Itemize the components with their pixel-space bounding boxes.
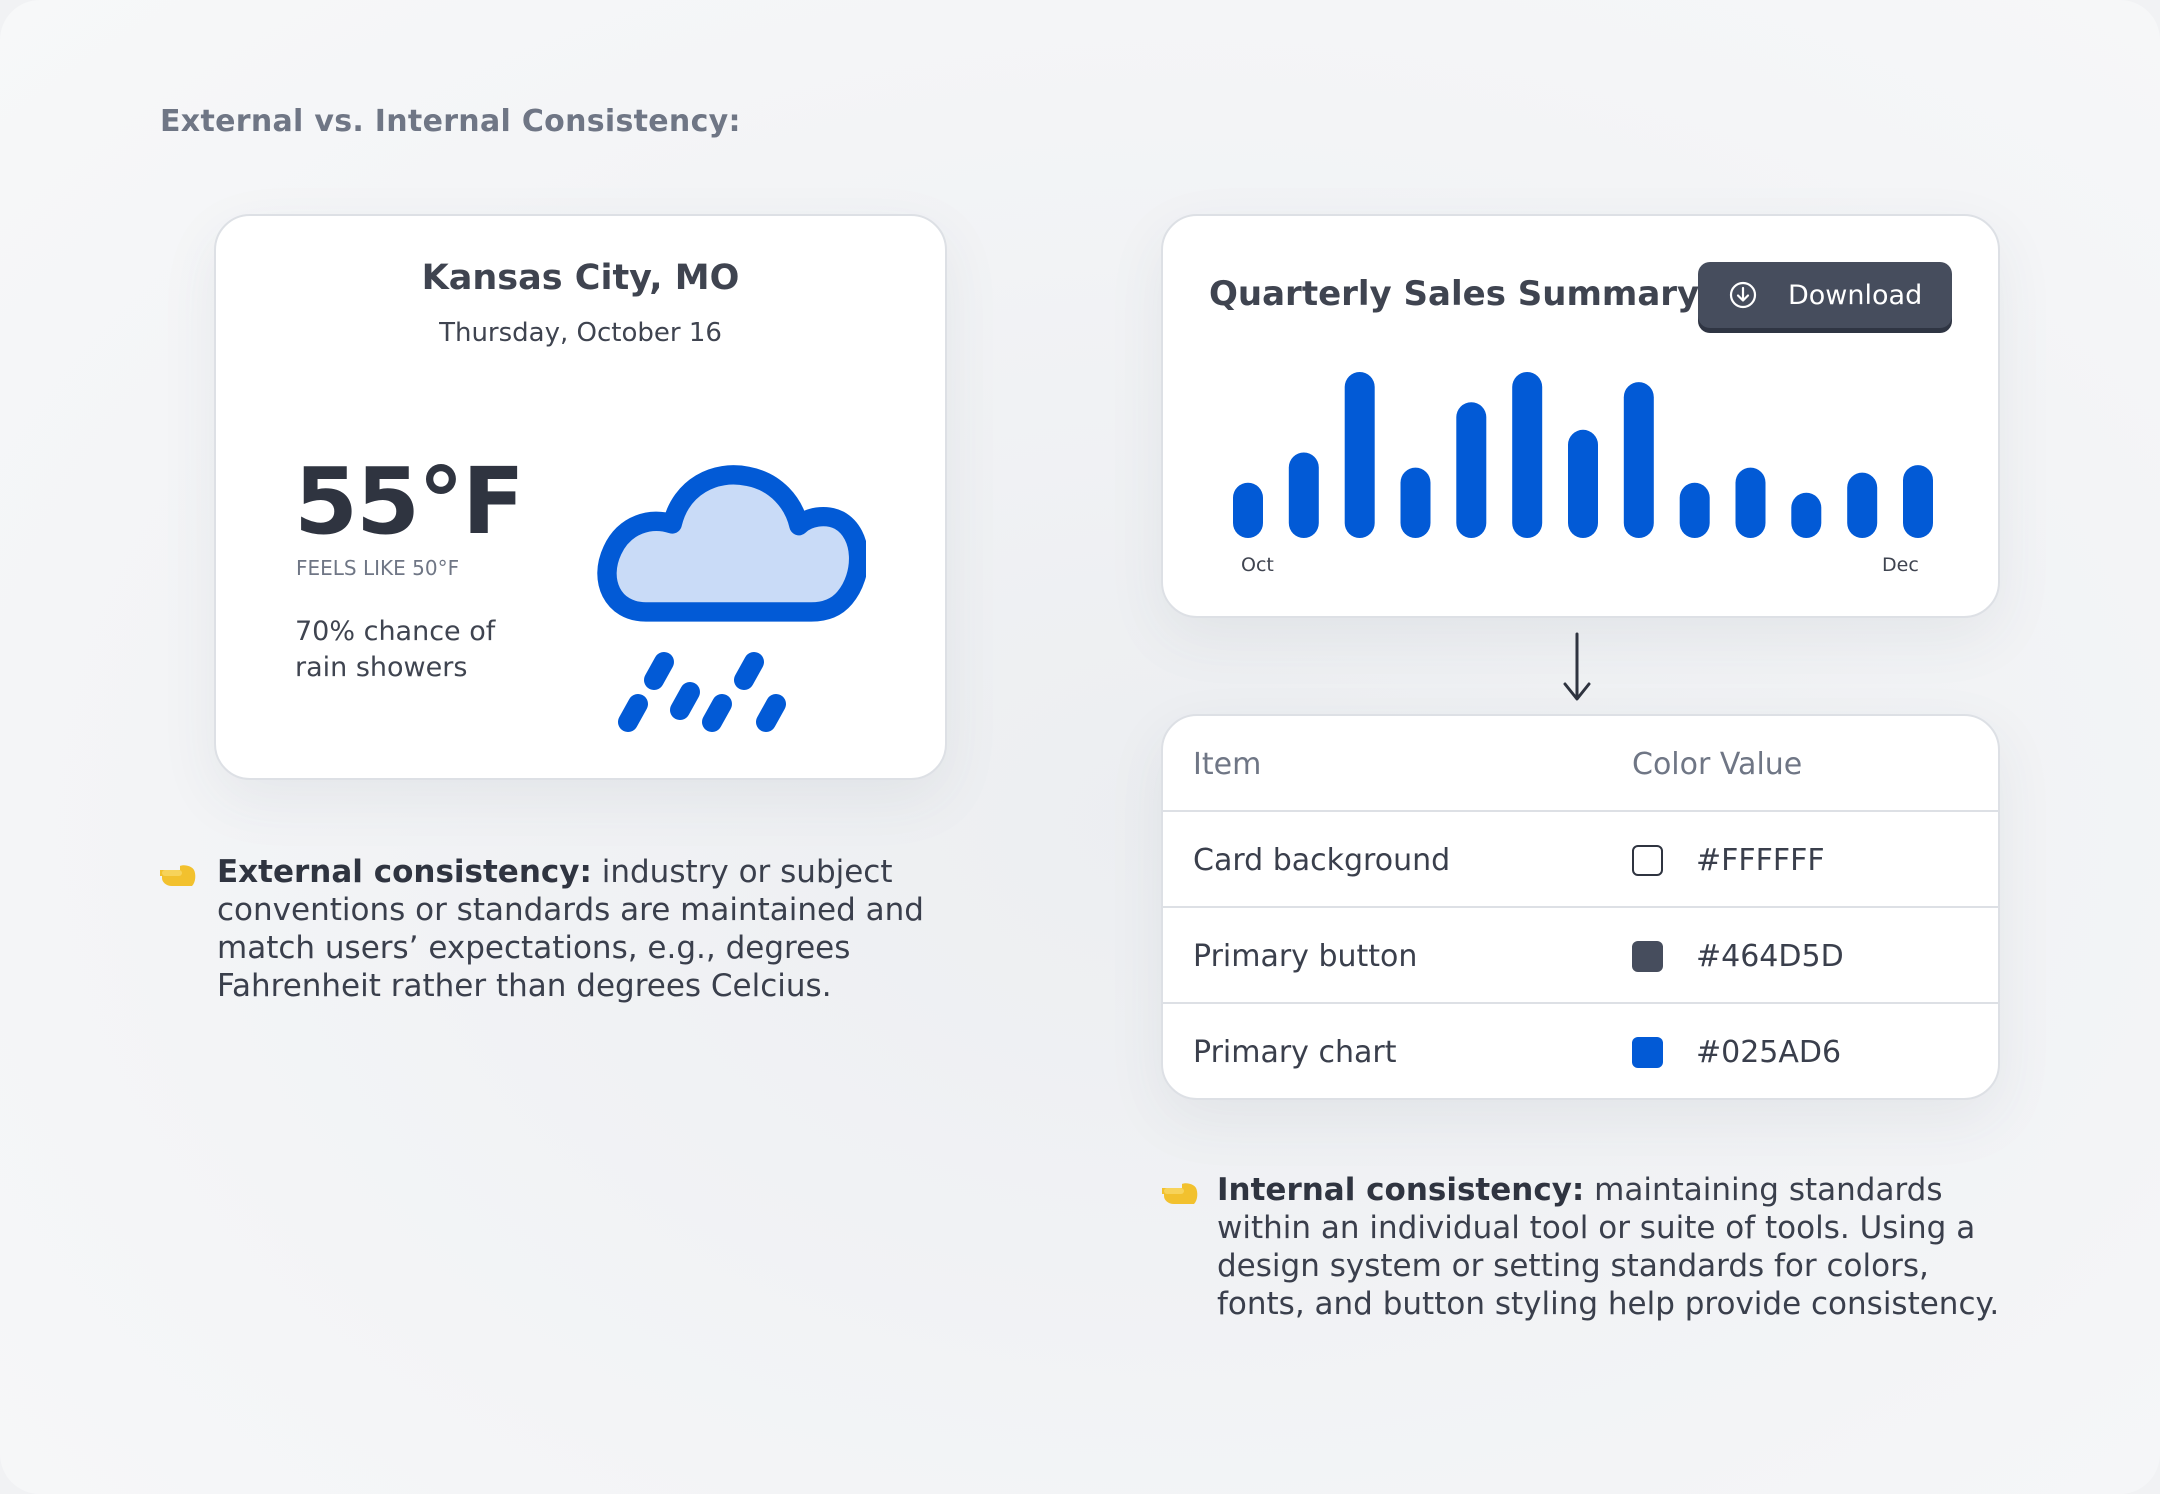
table-cell-color-value: #025AD6	[1696, 1034, 1842, 1070]
table-cell-swatch	[1632, 812, 1663, 908]
weather-date: Thursday, October 16	[439, 318, 722, 348]
color-table: Item Color Value Card background #FFFFFF…	[1161, 714, 2000, 1100]
chart-bar	[1400, 467, 1431, 538]
chart-bar	[1847, 472, 1878, 538]
table-cell-item: Card background	[1193, 842, 1451, 878]
table-header-color-value: Color Value	[1632, 746, 1803, 782]
download-circle-icon	[1729, 281, 1757, 309]
table-header-item: Item	[1193, 746, 1262, 782]
table-cell-item: Primary button	[1193, 938, 1418, 974]
page-heading: External vs. Internal Consistency:	[160, 104, 741, 139]
weather-rain-chance: 70% chance of rain showers	[295, 614, 535, 686]
chart-bar	[1233, 482, 1263, 538]
weather-rain-line-2: rain showers	[295, 652, 468, 683]
download-button[interactable]: Download	[1698, 262, 1952, 328]
table-cell-swatch	[1632, 1004, 1663, 1098]
table-header-row: Item Color Value	[1163, 716, 1998, 812]
table-cell-swatch	[1632, 908, 1663, 1004]
weather-feels-like: FEELS LIKE 50°F	[296, 556, 460, 580]
chart-bar	[1679, 482, 1710, 538]
download-label: Download	[1788, 279, 1923, 311]
weather-rain-line-1: 70% chance of	[295, 616, 496, 647]
internal-consistency-body: maintaining standards within an individu…	[1217, 1172, 2000, 1322]
color-swatch	[1632, 844, 1663, 876]
chart-bar	[1568, 429, 1598, 538]
rain-cloud-icon	[597, 465, 866, 732]
chart-bar	[1791, 492, 1822, 538]
external-consistency-body: industry or subject conventions or stand…	[217, 854, 924, 1004]
sales-title: Quarterly Sales Summary	[1209, 274, 1700, 314]
chart-bar	[1512, 372, 1543, 538]
chart-bar	[1903, 465, 1933, 538]
chart-bar	[1623, 382, 1654, 538]
sales-summary-card: Quarterly Sales Summary Download Oct Dec	[1161, 214, 2000, 618]
color-swatch	[1632, 1036, 1663, 1068]
table-cell-item: Primary chart	[1193, 1034, 1397, 1070]
chart-bar	[1735, 467, 1766, 538]
internal-consistency-note: Internal consistency: maintaining standa…	[1217, 1171, 2017, 1323]
table-row: Primary button #464D5D	[1163, 908, 1998, 1004]
pointing-hand-icon	[1162, 1183, 1198, 1204]
down-arrow-icon	[1563, 632, 1591, 701]
chart-bar	[1344, 372, 1375, 538]
chart-bar	[1456, 402, 1487, 538]
chart-start-tick: Oct	[1241, 554, 1274, 576]
internal-consistency-title: Internal consistency:	[1217, 1172, 1585, 1208]
table-row: Primary chart #025AD6	[1163, 1004, 1998, 1098]
sales-bar-chart	[1233, 372, 1933, 538]
weather-city: Kansas City, MO	[421, 258, 740, 298]
chart-end-tick: Dec	[1882, 554, 1919, 576]
table-cell-color-value: #FFFFFF	[1696, 842, 1825, 878]
external-consistency-title: External consistency:	[217, 854, 592, 890]
weather-card: Kansas City, MO Thursday, October 16 55°…	[214, 214, 947, 780]
pointing-hand-icon	[160, 865, 196, 886]
color-swatch	[1632, 940, 1663, 972]
chart-bar	[1288, 452, 1319, 538]
table-row: Card background #FFFFFF	[1163, 812, 1998, 908]
external-consistency-note: External consistency: industry or subjec…	[217, 853, 937, 1005]
weather-temperature: 55°F	[294, 448, 525, 555]
table-cell-color-value: #464D5D	[1696, 938, 1844, 974]
